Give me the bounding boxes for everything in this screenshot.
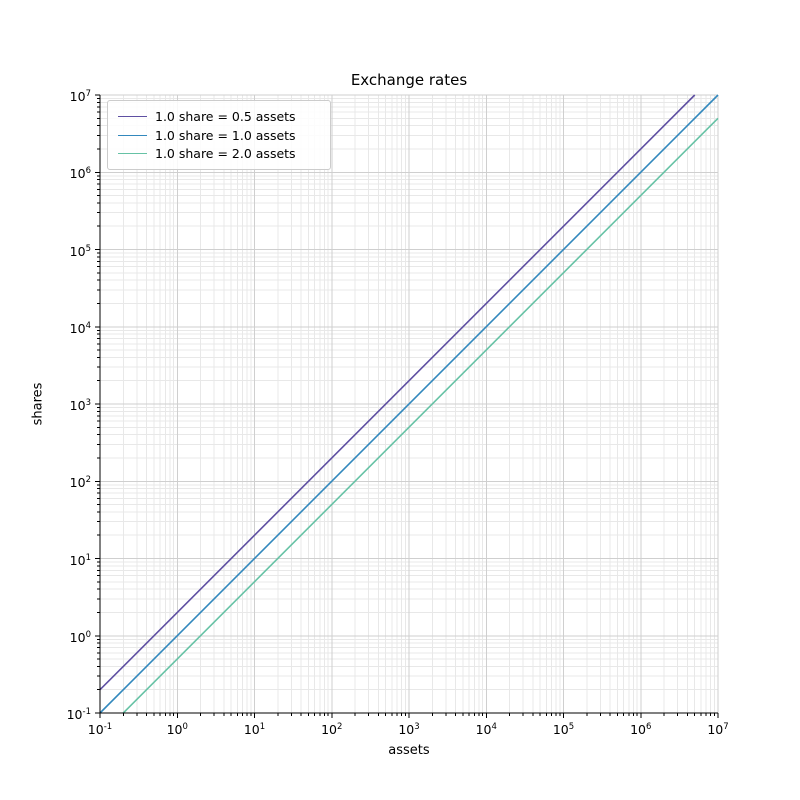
legend-line-swatch: [118, 134, 147, 136]
legend-item: 1.0 share = 2.0 assets: [118, 144, 319, 163]
legend: 1.0 share = 0.5 assets 1.0 share = 1.0 a…: [107, 100, 331, 170]
legend-item-label: 1.0 share = 1.0 assets: [155, 127, 296, 143]
x-tick-label: 105: [552, 722, 575, 738]
x-tick-label: 104: [475, 722, 497, 738]
y-tick-label: 105: [69, 243, 91, 259]
y-tick-label: 102: [69, 475, 91, 491]
x-axis-label: assets: [388, 743, 430, 758]
x-tick-label: 100: [166, 722, 188, 738]
legend-line-swatch: [118, 115, 147, 117]
y-tick-label: 106: [69, 166, 91, 182]
y-axis-label: shares: [30, 382, 46, 426]
legend-line-swatch: [118, 153, 147, 155]
y-tick-label: 103: [69, 398, 91, 414]
legend-item-label: 1.0 share = 2.0 assets: [155, 146, 296, 162]
legend-item: 1.0 share = 0.5 assets: [118, 107, 319, 126]
y-tick-label: 101: [69, 552, 91, 568]
x-tick-label: 102: [321, 722, 343, 738]
legend-item-label: 1.0 share = 0.5 assets: [155, 108, 296, 124]
x-tick-label: 101: [243, 722, 266, 738]
y-tick-label: 104: [69, 320, 91, 336]
x-tick-label: 106: [630, 722, 652, 738]
x-tick-label: 107: [707, 722, 729, 738]
chart-title: Exchange rates: [350, 71, 468, 89]
y-tick-label: 10-1: [66, 707, 91, 723]
x-tick-label: 10-1: [87, 722, 113, 738]
y-tick-label: 100: [69, 629, 91, 645]
legend-item: 1.0 share = 1.0 assets: [118, 126, 319, 145]
x-tick-label: 103: [398, 722, 420, 738]
y-tick-label: 107: [69, 89, 91, 105]
